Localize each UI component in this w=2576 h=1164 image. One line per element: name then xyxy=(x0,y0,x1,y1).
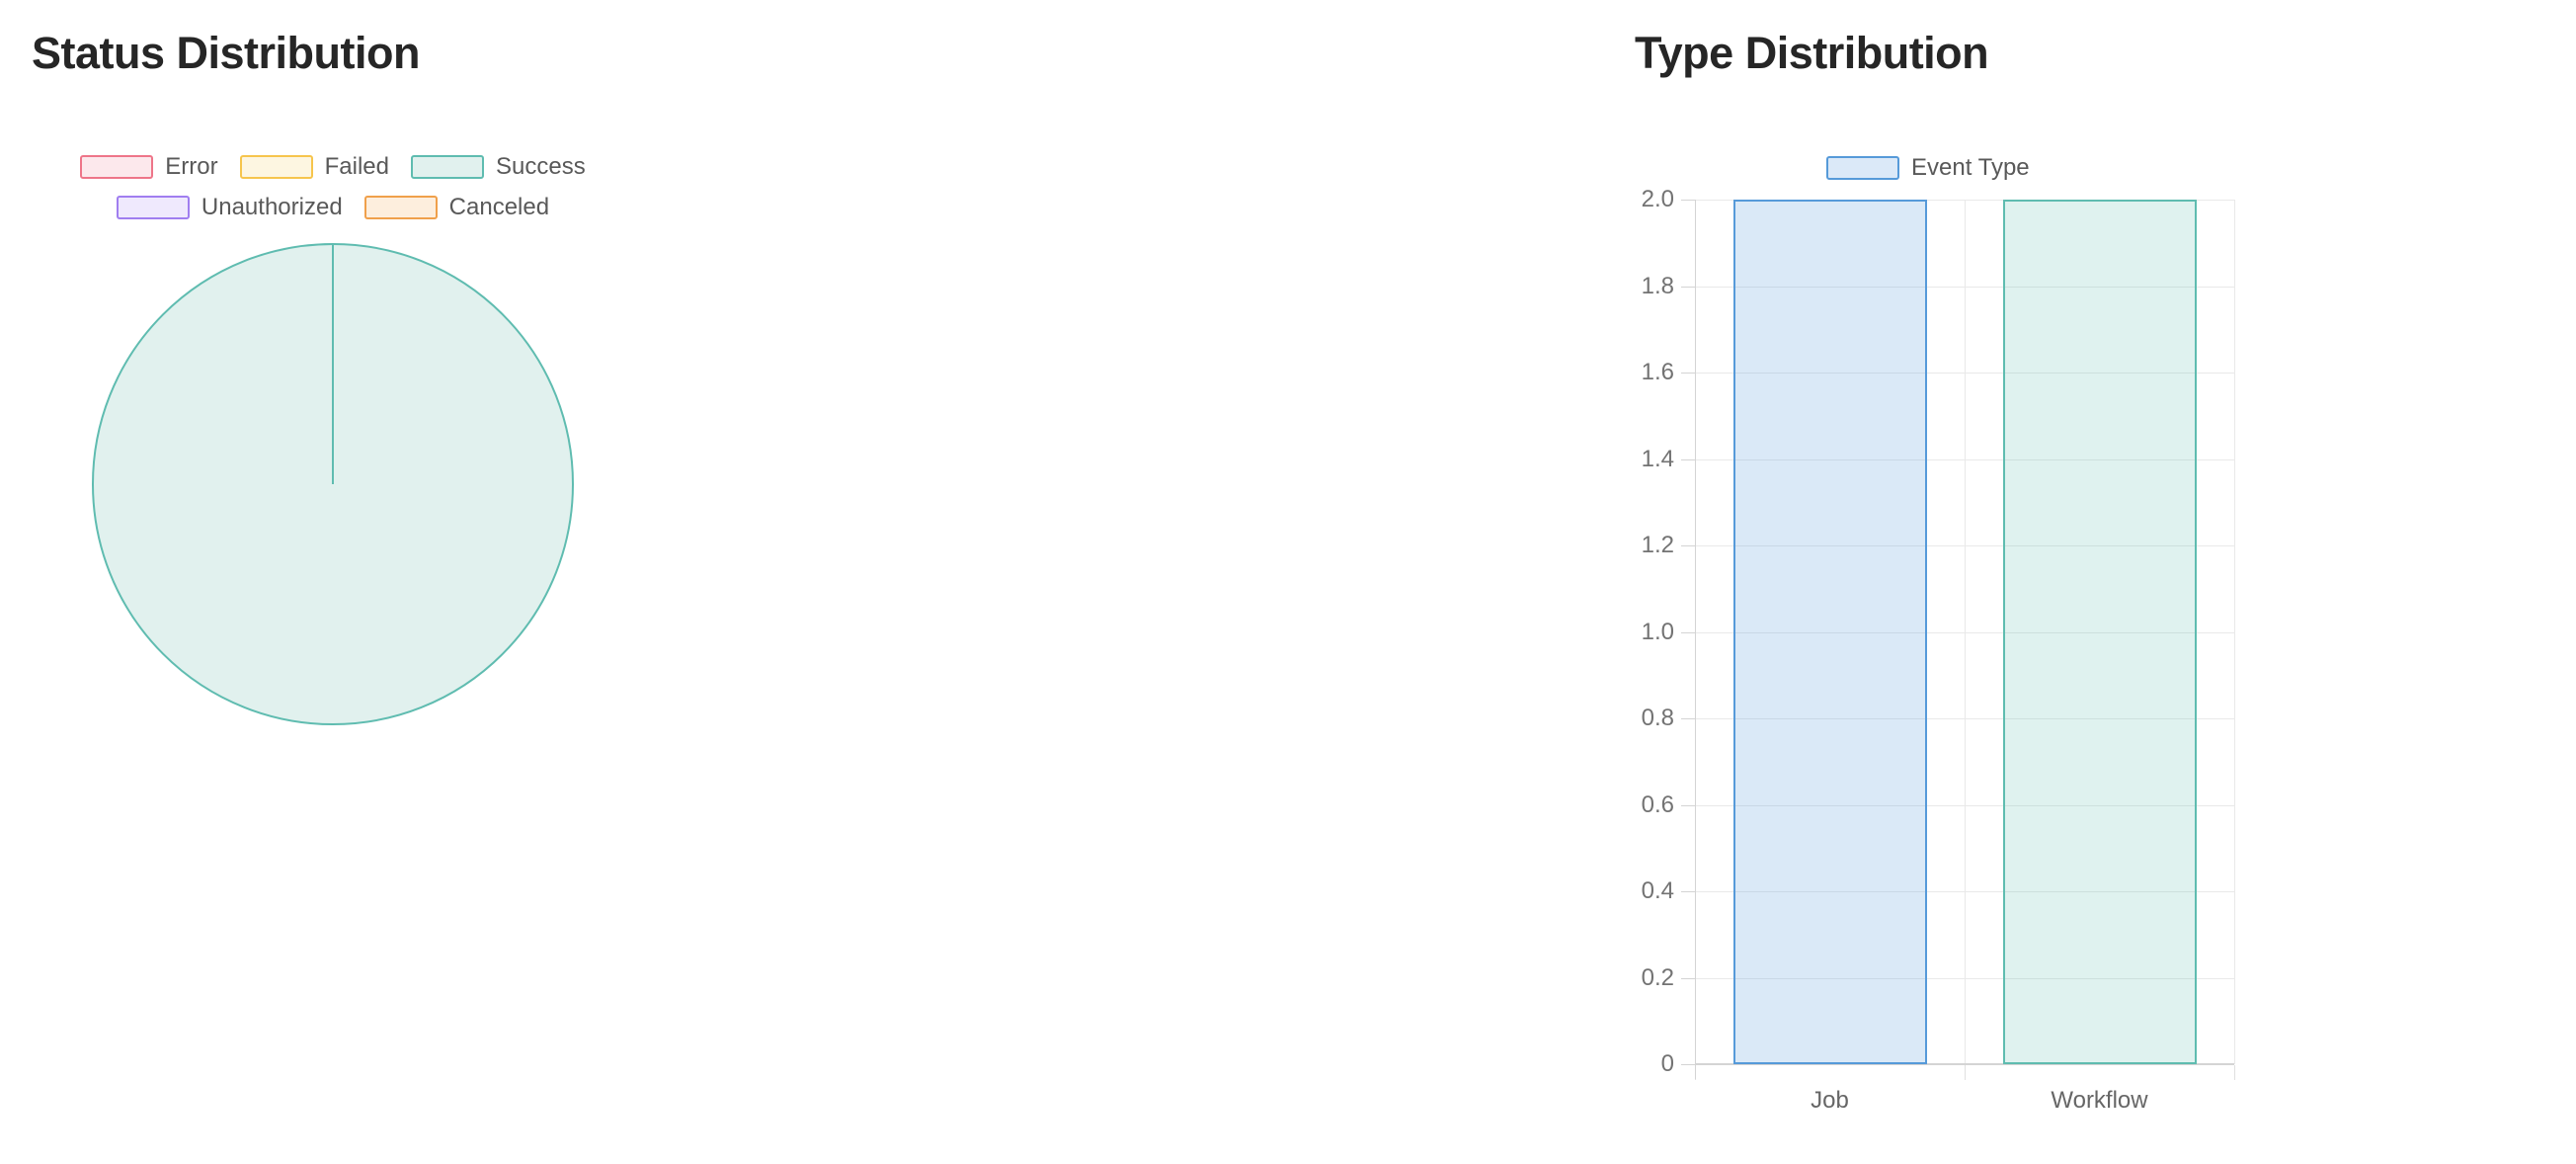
y-axis-tick xyxy=(1681,804,1695,806)
legend-swatch-icon xyxy=(411,154,484,179)
legend-item-success[interactable]: Success xyxy=(411,154,586,179)
bar-workflow[interactable] xyxy=(2002,200,2197,1064)
y-axis-label: 1.8 xyxy=(1641,272,1674,299)
legend-label: Event Type xyxy=(1911,154,2030,181)
y-axis-label: 1.2 xyxy=(1641,532,1674,558)
x-axis-tick xyxy=(1965,1065,1966,1080)
legend-item-event-type[interactable]: Event Type xyxy=(1826,155,2030,180)
y-axis-tick xyxy=(1681,1064,1695,1065)
y-axis-tick xyxy=(1681,286,1695,288)
y-axis-tick xyxy=(1681,200,1695,201)
legend-swatch-icon xyxy=(239,154,313,179)
legend-item-unauthorized[interactable]: Unauthorized xyxy=(116,194,343,220)
y-axis-label: 0.6 xyxy=(1641,790,1674,818)
y-axis-tick xyxy=(1681,373,1695,374)
legend-label: Failed xyxy=(324,153,389,180)
status-chart-title: Status Distribution xyxy=(32,28,421,78)
legend-label: Error xyxy=(165,153,218,180)
legend-item-canceled[interactable]: Canceled xyxy=(363,194,550,220)
legend-swatch-icon xyxy=(1826,155,1899,180)
legend-row: Error Failed Success xyxy=(80,153,586,180)
legend-swatch-icon xyxy=(363,195,438,219)
legend-label: Unauthorized xyxy=(201,194,343,220)
y-axis-tick xyxy=(1681,977,1695,979)
legend-swatch-icon xyxy=(116,195,190,219)
status-chart-legend: Error Failed Success Unauthorized Canceled xyxy=(20,154,646,219)
y-axis-tick xyxy=(1681,891,1695,892)
x-axis-label-job: Job xyxy=(1811,1087,1849,1114)
pie-slice-boundary-line xyxy=(332,245,334,484)
y-axis-label: 1.6 xyxy=(1641,359,1674,385)
y-axis-label: 0.8 xyxy=(1641,705,1674,731)
x-axis-label-workflow: Workflow xyxy=(2051,1087,2148,1114)
legend-swatch-icon xyxy=(80,154,154,179)
bar-job[interactable] xyxy=(1732,200,1927,1064)
y-axis-tick xyxy=(1681,458,1695,460)
y-axis-tick xyxy=(1681,718,1695,719)
legend-item-error[interactable]: Error xyxy=(80,153,218,180)
y-axis-label: 1.0 xyxy=(1641,618,1674,645)
legend-label: Success xyxy=(496,153,586,180)
gridline-vertical xyxy=(2234,200,2235,1064)
legend-row: Unauthorized Canceled xyxy=(116,194,550,220)
legend-item-failed[interactable]: Failed xyxy=(239,153,389,180)
y-axis-label: 2.0 xyxy=(1641,186,1674,212)
y-axis-tick xyxy=(1681,545,1695,546)
y-axis-tick xyxy=(1681,631,1695,633)
type-chart-title: Type Distribution xyxy=(1635,28,1989,78)
y-axis-label: 1.4 xyxy=(1641,445,1674,472)
x-axis-line xyxy=(1695,1063,2234,1065)
legend-label: Canceled xyxy=(448,194,550,220)
y-axis-label: 0.2 xyxy=(1641,963,1674,991)
x-axis-tick xyxy=(2234,1065,2235,1080)
type-chart-legend: Event Type xyxy=(1826,155,2030,180)
status-pie-chart xyxy=(92,243,574,725)
y-axis-line xyxy=(1695,200,1696,1079)
gridline-vertical xyxy=(1965,200,1966,1064)
y-axis-label: 0.4 xyxy=(1641,877,1674,904)
bar-plot-area: 0 0.2 0.4 0.6 0.8 1.0 1.2 1.4 1.6 1.8 2.0 Job Workfl… xyxy=(1642,186,2235,1114)
y-axis-label: 0 xyxy=(1660,1050,1674,1077)
